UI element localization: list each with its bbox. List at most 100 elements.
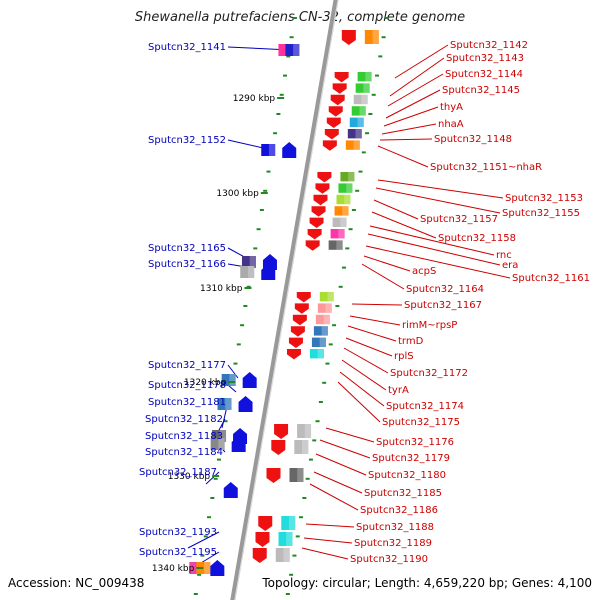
gene-arrow[interactable] [326,117,341,128]
right-gene-label[interactable]: Sputcn32_1188 [356,522,434,533]
gene-arrow[interactable] [223,482,238,498]
right-gene-label[interactable]: Sputcn32_1174 [386,401,464,412]
gene-box[interactable] [336,194,351,205]
gene-arrow[interactable] [296,292,311,303]
gene-box[interactable] [278,532,293,546]
gene-arrow[interactable] [286,349,301,360]
gene-arrow[interactable] [315,183,330,194]
gene-arrow[interactable] [290,326,305,337]
left-gene-label[interactable]: Sputcn32_1183 [145,431,223,442]
right-gene-label[interactable]: acpS [412,266,436,277]
gene-box[interactable] [313,326,328,336]
gene-box[interactable] [297,424,312,438]
gene-arrow[interactable] [313,194,328,206]
gene-arrow[interactable] [282,142,297,158]
left-gene-label[interactable]: Sputcn32_1178 [148,380,226,391]
gene-arrow[interactable] [271,440,286,455]
gene-box[interactable] [328,240,343,250]
right-gene-label[interactable]: nhaA [438,119,464,130]
right-gene-label[interactable]: Sputcn32_1179 [372,453,450,464]
left-gene-label[interactable]: Sputcn32_1182 [145,414,223,425]
left-gene-label[interactable]: Sputcn32_1165 [148,243,226,254]
gene-arrow[interactable] [238,396,253,412]
right-gene-label[interactable]: Sputcn32_1190 [350,554,428,565]
gene-box[interactable] [217,398,232,410]
right-gene-label[interactable]: Sputcn32_1186 [360,505,438,516]
right-gene-label[interactable]: rnc [496,250,512,261]
gene-box[interactable] [357,72,372,82]
left-gene-label[interactable]: Sputcn32_1195 [139,547,217,558]
left-gene-label[interactable]: Sputcn32_1166 [148,259,226,270]
gene-arrow[interactable] [255,532,270,547]
gene-box[interactable] [317,303,332,313]
gene-arrow[interactable] [324,129,339,140]
gene-arrow[interactable] [274,424,289,439]
gene-labels[interactable]: Sputcn32_1141 Sputcn32_1152 Sputcn32_1165 S… [139,40,590,565]
right-gene-label[interactable]: Sputcn32_1145 [442,85,520,96]
gene-box[interactable] [345,140,360,150]
right-gene-label[interactable]: Sputcn32_1176 [376,437,454,448]
gene-arrow[interactable] [294,303,309,314]
left-gene-label[interactable]: Sputcn32_1177 [148,360,226,371]
gene-arrow[interactable] [311,206,326,217]
left-gene-label[interactable]: Sputcn32_1181 [148,397,226,408]
gene-box[interactable] [330,229,345,239]
gene-box[interactable] [210,438,225,450]
gene-box[interactable] [311,337,326,347]
right-gene-label[interactable]: Sputcn32_1172 [390,368,468,379]
gene-arrow[interactable] [210,560,225,576]
gene-box[interactable] [289,468,304,482]
gene-box[interactable] [355,83,370,93]
gene-arrow[interactable] [334,72,349,83]
gene-arrow[interactable] [332,83,347,94]
right-gene-label[interactable]: Sputcn32_1167 [404,300,482,311]
right-gene-label[interactable]: rplS [394,351,414,362]
gene-box[interactable] [309,349,324,359]
gene-arrow[interactable] [288,337,303,348]
gene-box[interactable] [353,94,368,105]
right-gene-label[interactable]: Sputcn32_1153 [505,193,583,204]
gene-arrow[interactable] [231,436,246,452]
right-gene-label[interactable]: Sputcn32_1185 [364,488,442,499]
gene-box[interactable] [261,144,276,156]
gene-box[interactable] [315,314,330,325]
right-gene-label[interactable]: Sputcn32_1144 [445,69,523,80]
gene-box[interactable] [332,217,347,227]
right-gene-label[interactable]: Sputcn32_1161 [512,273,590,284]
gene-box[interactable] [364,30,379,44]
gene-box[interactable] [285,44,300,56]
gene-arrow[interactable] [330,94,345,106]
right-gene-label[interactable]: trmD [398,336,424,347]
left-gene-label[interactable]: Sputcn32_1187 [139,467,217,478]
right-gene-label[interactable]: thyA [440,102,463,113]
right-gene-label[interactable]: Sputcn32_1151~nhaR [430,162,542,173]
gene-box[interactable] [340,172,355,182]
right-gene-label[interactable]: Sputcn32_1148 [434,134,512,145]
gene-box[interactable] [294,440,309,454]
right-gene-label[interactable]: Sputcn32_1142 [450,40,528,51]
gene-box[interactable] [240,266,255,278]
gene-arrow[interactable] [328,106,343,117]
gene-arrow[interactable] [261,264,276,280]
right-gene-label[interactable]: Sputcn32_1155 [502,208,580,219]
gene-arrow[interactable] [242,372,257,388]
left-gene-label[interactable]: Sputcn32_1152 [148,135,226,146]
right-gene-label[interactable]: Sputcn32_1189 [354,538,432,549]
right-gene-label[interactable]: tyrA [388,385,409,396]
right-gene-label[interactable]: Sputcn32_1180 [368,470,446,481]
gene-box[interactable] [241,256,256,268]
right-gene-label[interactable]: Sputcn32_1158 [438,233,516,244]
right-gene-label[interactable]: Sputcn32_1143 [446,53,524,64]
left-gene-label[interactable]: Sputcn32_1141 [148,42,226,53]
gene-box[interactable] [196,562,211,574]
gene-arrow[interactable] [307,229,322,240]
right-gene-label[interactable]: Sputcn32_1157 [420,214,498,225]
gene-arrow[interactable] [309,217,324,228]
gene-arrow[interactable] [266,468,281,483]
gene-box[interactable] [334,206,349,216]
gene-arrow[interactable] [341,30,356,45]
gene-arrow[interactable] [292,314,307,326]
gene-box[interactable] [281,516,296,530]
gene-box[interactable] [349,117,364,127]
gene-arrow[interactable] [252,548,267,563]
